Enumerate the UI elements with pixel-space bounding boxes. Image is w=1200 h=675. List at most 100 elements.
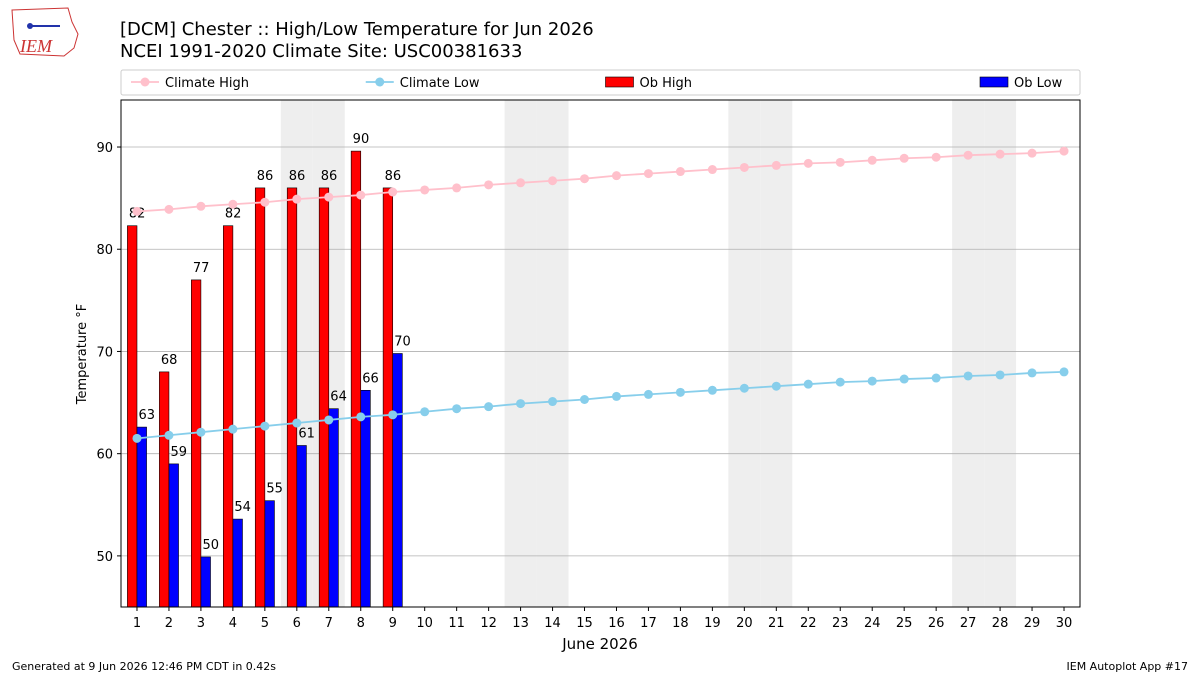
- legend-marker: [140, 77, 150, 87]
- x-tick-label: 12: [480, 616, 497, 631]
- marker: [388, 187, 398, 197]
- bar: [360, 389, 371, 608]
- marker: [196, 201, 206, 211]
- x-tick-label: 1: [133, 616, 141, 631]
- marker: [899, 153, 909, 163]
- marker: [771, 160, 781, 170]
- legend-label: Ob High: [640, 76, 693, 91]
- x-tick-label: 18: [672, 616, 689, 631]
- marker: [452, 404, 462, 414]
- x-tick-label: 5: [261, 616, 269, 631]
- marker: [931, 373, 941, 383]
- x-tick-label: 4: [229, 616, 237, 631]
- x-tick-label: 20: [736, 616, 753, 631]
- marker: [548, 176, 558, 186]
- x-tick-label: 29: [1024, 616, 1041, 631]
- marker: [803, 379, 813, 389]
- marker: [516, 178, 526, 188]
- data-label: 82: [225, 207, 242, 222]
- marker: [132, 433, 142, 443]
- bar: [168, 463, 179, 608]
- bar: [200, 556, 211, 608]
- x-tick-label: 28: [992, 616, 1009, 631]
- bar: [296, 445, 307, 608]
- marker: [1027, 368, 1037, 378]
- marker: [707, 165, 717, 175]
- x-tick-label: 8: [357, 616, 365, 631]
- bar: [191, 279, 202, 608]
- bar: [350, 150, 362, 608]
- x-tick-label: 9: [389, 616, 397, 631]
- marker: [164, 204, 174, 214]
- marker: [292, 418, 302, 428]
- marker: [420, 185, 430, 195]
- marker: [356, 190, 366, 200]
- x-tick-label: 15: [576, 616, 593, 631]
- bar: [382, 187, 394, 608]
- data-label: 77: [193, 261, 210, 276]
- marker: [420, 407, 430, 417]
- marker: [963, 371, 973, 381]
- marker: [196, 427, 206, 437]
- marker: [132, 206, 142, 216]
- marker: [228, 199, 238, 209]
- data-label: 50: [202, 538, 219, 553]
- marker: [643, 389, 653, 399]
- bar: [254, 187, 266, 608]
- logo-dot: [27, 23, 33, 29]
- legend-label: Climate Low: [400, 76, 480, 91]
- x-tick-label: 3: [197, 616, 205, 631]
- x-tick-label: 13: [512, 616, 529, 631]
- x-tick-label: 21: [768, 616, 785, 631]
- plot-frame: [120, 99, 1081, 608]
- marker: [164, 430, 174, 440]
- y-tick-label: 70: [96, 345, 113, 360]
- x-tick-label: 10: [416, 616, 433, 631]
- bar: [136, 426, 147, 608]
- y-tick-label: 90: [96, 141, 113, 156]
- marker: [995, 149, 1005, 159]
- marker: [867, 376, 877, 386]
- marker: [1059, 367, 1069, 377]
- x-tick-label: 26: [928, 616, 945, 631]
- marker: [356, 412, 366, 422]
- data-label: 86: [385, 169, 402, 184]
- x-tick-label: 22: [800, 616, 817, 631]
- marker: [1059, 146, 1069, 156]
- marker: [452, 183, 462, 193]
- x-tick-label: 23: [832, 616, 849, 631]
- data-label: 59: [170, 445, 187, 460]
- bar: [392, 353, 403, 608]
- line: [136, 150, 1065, 213]
- marker: [739, 383, 749, 393]
- marker: [675, 387, 685, 397]
- y-tick-label: 80: [96, 243, 113, 258]
- legend-label: Climate High: [165, 76, 249, 91]
- data-label: 64: [330, 390, 347, 405]
- logo: IEM: [11, 7, 79, 57]
- marker: [931, 152, 941, 162]
- legend-swatch: [979, 76, 1009, 88]
- weekend-shade: [760, 100, 793, 607]
- marker: [548, 397, 558, 407]
- x-tick-label: 25: [896, 616, 913, 631]
- x-tick-label: 30: [1056, 616, 1073, 631]
- marker: [292, 194, 302, 204]
- legend-marker: [375, 77, 385, 87]
- marker: [643, 169, 653, 179]
- footer-left: Generated at 9 Jun 2026 12:46 PM CDT in …: [12, 660, 276, 673]
- x-tick-label: 2: [165, 616, 173, 631]
- bar: [159, 371, 170, 608]
- data-label: 66: [362, 371, 379, 386]
- data-label: 70: [394, 335, 411, 350]
- marker: [260, 421, 270, 431]
- data-label: 68: [161, 353, 178, 368]
- marker: [739, 162, 749, 172]
- marker: [516, 399, 526, 409]
- line: [136, 370, 1065, 440]
- marker: [228, 424, 238, 434]
- marker: [324, 415, 334, 425]
- marker: [260, 197, 270, 207]
- data-label: 63: [139, 408, 156, 423]
